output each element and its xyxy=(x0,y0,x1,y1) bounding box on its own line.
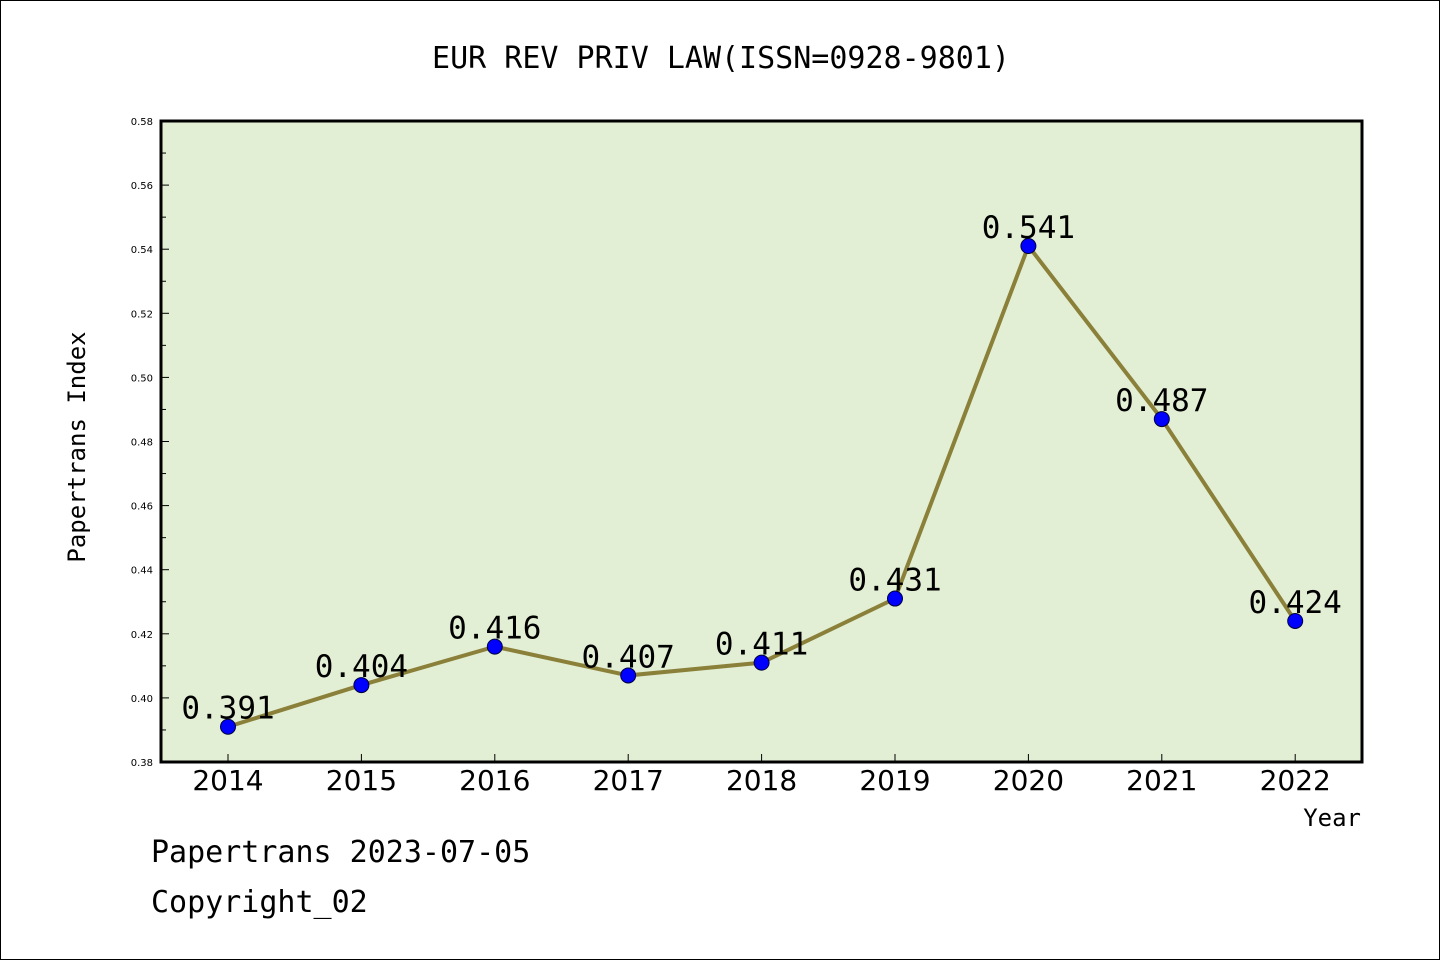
y-tick-label: 0.50 xyxy=(131,373,153,384)
data-label: 0.424 xyxy=(1249,585,1342,621)
x-tick-label: 2021 xyxy=(1126,764,1197,797)
x-tick-label: 2017 xyxy=(593,764,664,797)
footer-copyright: Copyright_02 xyxy=(151,885,368,920)
x-tick-label: 2020 xyxy=(993,764,1064,797)
y-axis: 0.38 0.40 0.42 0.44 0.46 0.48 0.50 0.52 0.54 0.56… xyxy=(131,117,169,769)
data-point xyxy=(1153,411,1170,428)
data-point xyxy=(1287,612,1304,629)
x-tick-label: 2019 xyxy=(859,764,930,797)
series-group xyxy=(220,237,1304,735)
x-tick-label: 2014 xyxy=(192,764,263,797)
data-label: 0.407 xyxy=(582,639,675,675)
y-tick-label: 0.40 xyxy=(131,694,153,705)
footer-date: Papertrans 2023-07-05 xyxy=(151,835,531,870)
x-tick-label: 2015 xyxy=(326,764,397,797)
data-point xyxy=(753,654,770,671)
x-tick-label: 2018 xyxy=(726,764,797,797)
data-point xyxy=(220,718,236,735)
chart-title: EUR REV PRIV LAW(ISSN=0928-9801) xyxy=(432,41,1010,76)
data-label: 0.391 xyxy=(181,691,274,727)
data-point xyxy=(1020,237,1037,254)
y-tick-label: 0.42 xyxy=(131,630,153,641)
data-point xyxy=(486,638,503,655)
y-tick-label: 0.56 xyxy=(131,181,153,192)
data-label: 0.541 xyxy=(982,210,1075,246)
x-axis: 2014 2015 2016 2017 2018 2019 2020 2021 2022 xyxy=(192,754,1331,797)
y-tick-label: 0.46 xyxy=(131,502,153,513)
y-tick-label: 0.44 xyxy=(131,566,153,577)
data-label: 0.431 xyxy=(848,563,941,599)
x-tick-label: 2016 xyxy=(459,764,530,797)
y-tick-label: 0.38 xyxy=(131,758,153,769)
y-tick-label: 0.52 xyxy=(131,309,153,320)
y-tick-label: 0.58 xyxy=(131,117,153,128)
data-point xyxy=(887,590,903,607)
y-tick-label: 0.54 xyxy=(131,245,153,256)
data-point xyxy=(353,677,370,694)
data-label: 0.404 xyxy=(315,649,408,685)
data-label: 0.416 xyxy=(448,611,541,647)
data-label: 0.411 xyxy=(715,627,808,663)
y-tick-label: 0.48 xyxy=(131,438,153,449)
x-axis-title: Year xyxy=(1303,804,1361,832)
data-label-group: 0.391 0.404 0.416 0.407 0.411 0.431 0.541 0.487… xyxy=(181,210,1342,727)
data-label: 0.487 xyxy=(1115,383,1208,419)
data-point xyxy=(620,667,637,684)
y-axis-title: Papertrans Index xyxy=(63,331,91,562)
x-tick-label: 2022 xyxy=(1260,764,1331,797)
